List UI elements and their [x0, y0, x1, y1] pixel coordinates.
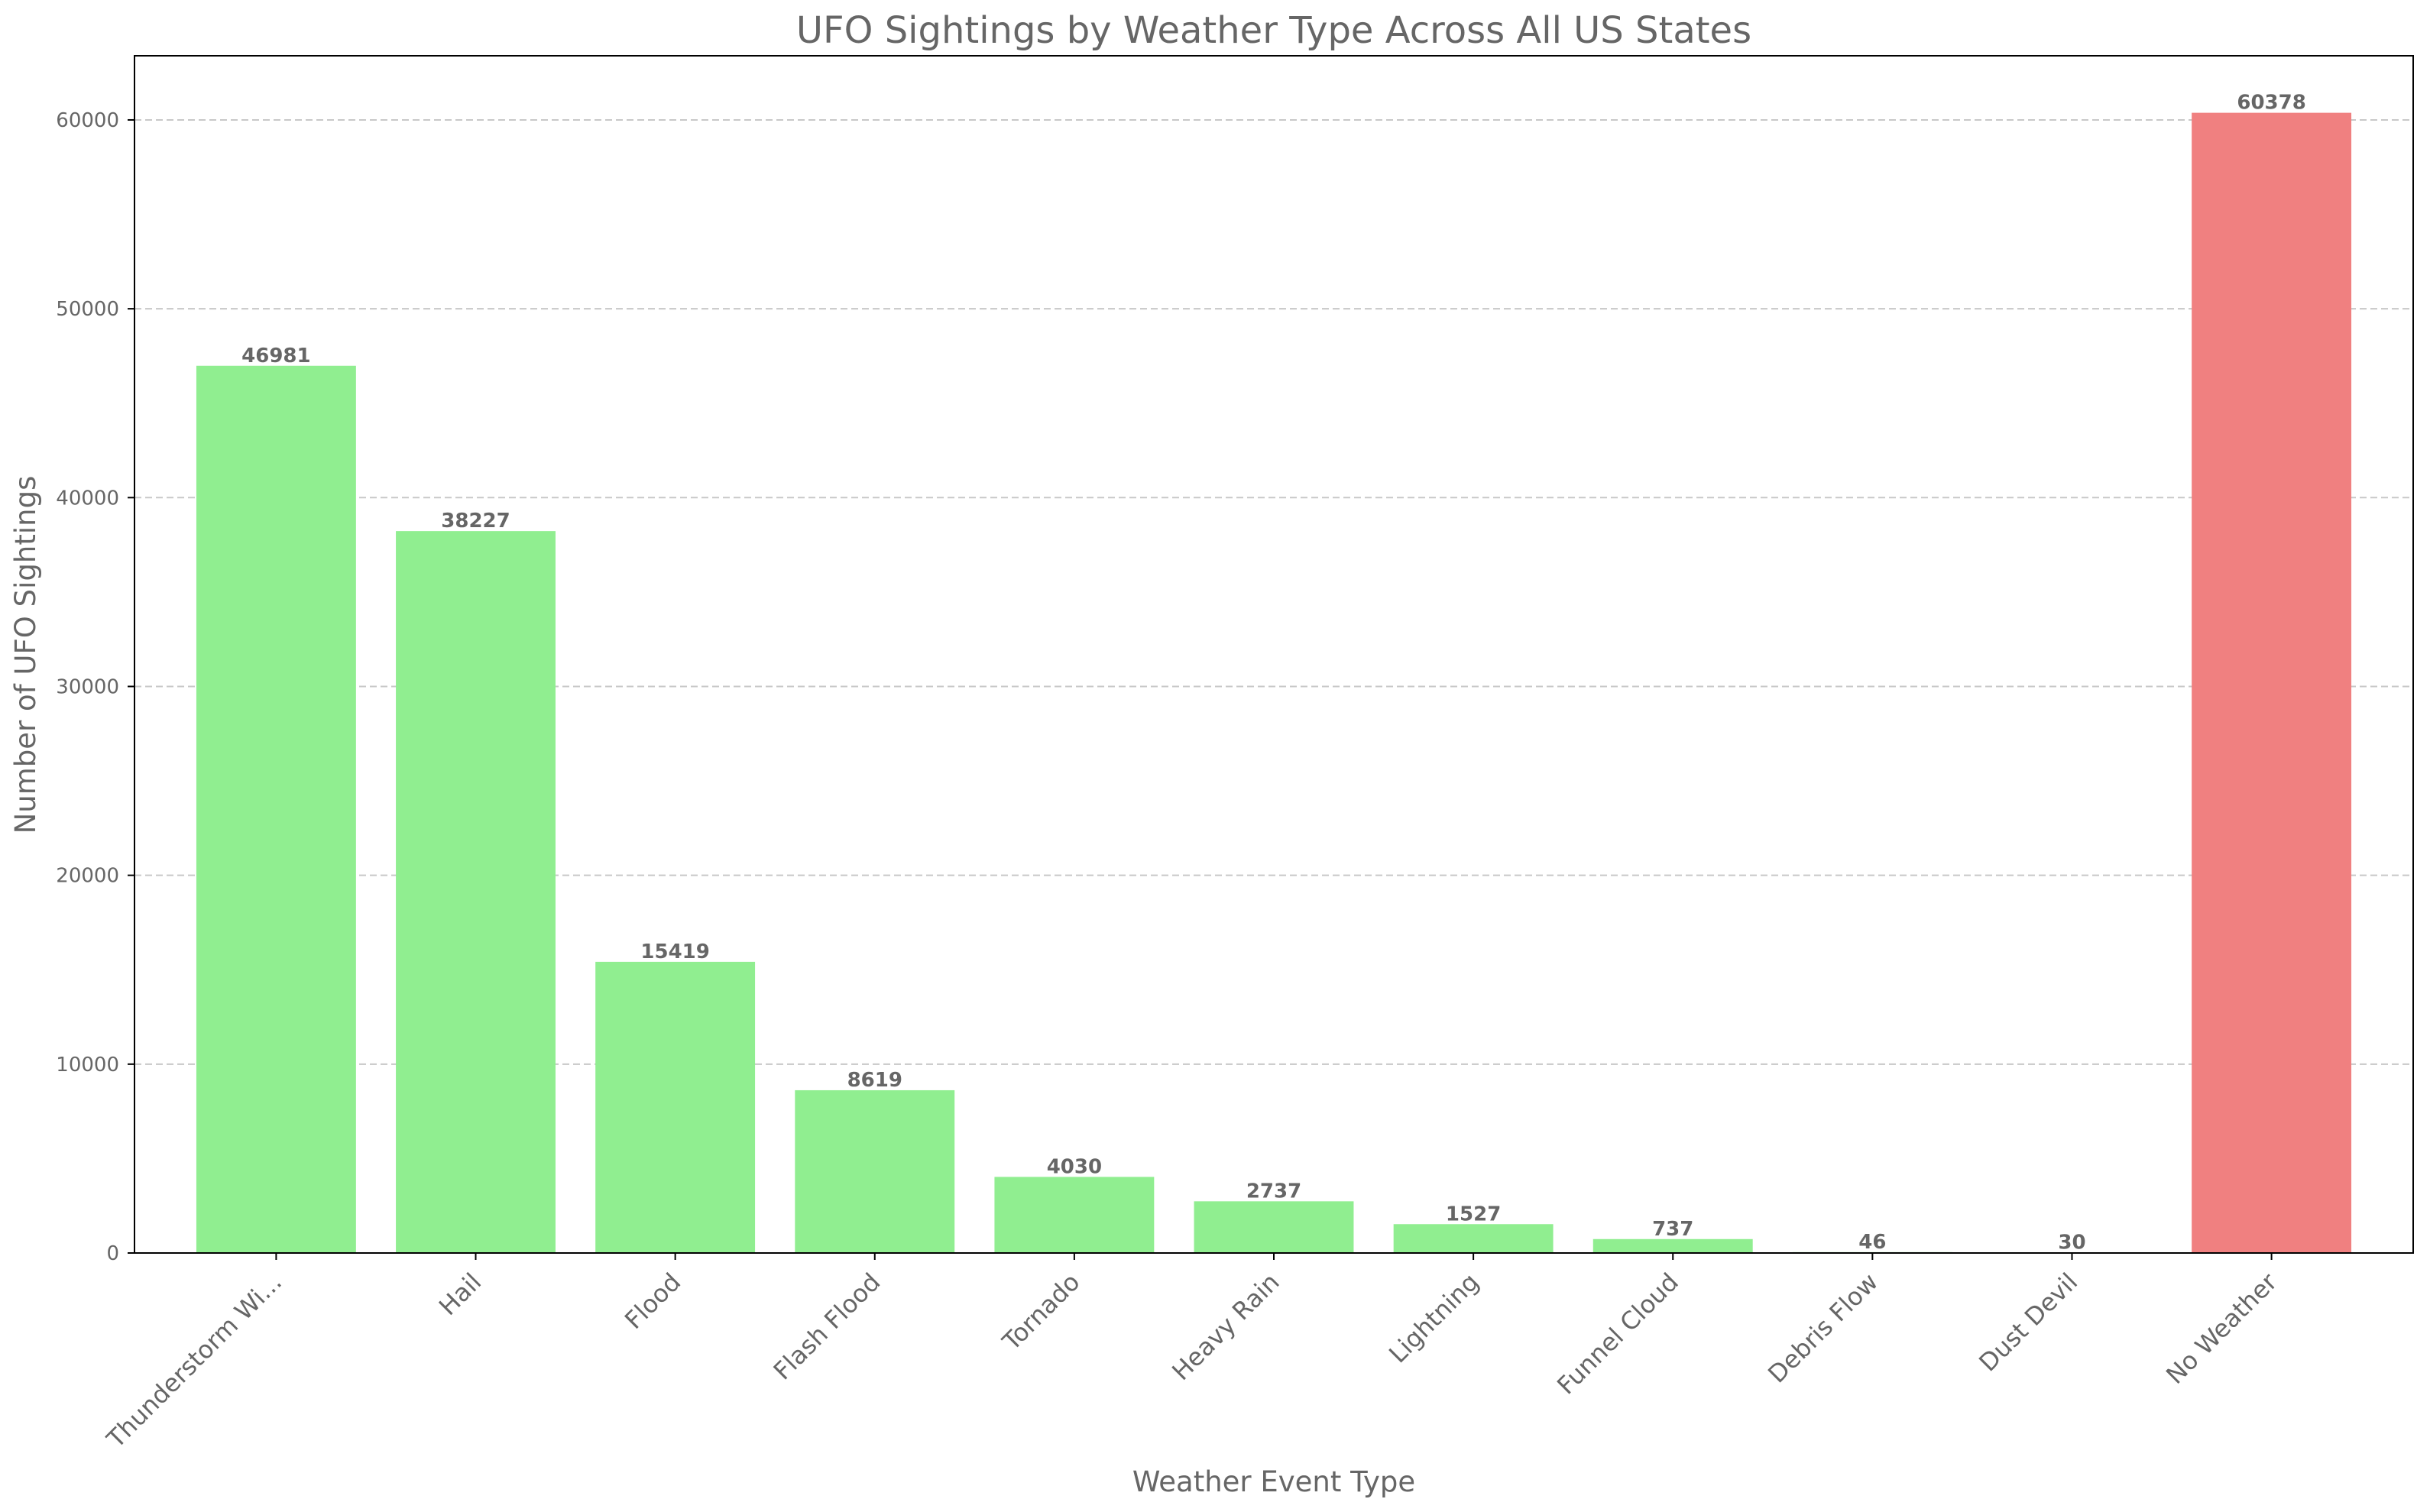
x-tick-label: No Weather	[2160, 1267, 2283, 1390]
data-label: 60378	[2237, 92, 2305, 115]
data-label: 737	[1652, 1218, 1693, 1241]
bar	[2192, 112, 2352, 1254]
bar	[1393, 1224, 1554, 1253]
data-label: 38227	[441, 510, 510, 533]
x-tick-label: Flood	[619, 1268, 686, 1335]
x-axis: Thunderstorm Wi... Hail Flood Flash Flood To…	[101, 1253, 2283, 1454]
chart-title: UFO Sightings by Weather Type Across All…	[796, 9, 1751, 52]
data-label: 4030	[1047, 1155, 1102, 1178]
x-tick-label: Funnel Cloud	[1551, 1268, 1684, 1400]
data-label: 15419	[640, 941, 709, 963]
y-tick-label: 30000	[56, 675, 119, 698]
bars	[196, 112, 2352, 1254]
data-label: 46981	[241, 345, 310, 367]
y-axis-title: Number of UFO Sightings	[9, 476, 42, 834]
bar	[396, 531, 556, 1253]
x-tick-label: Tornado	[996, 1268, 1086, 1357]
bar	[196, 365, 356, 1253]
y-tick-label: 0	[106, 1242, 119, 1265]
x-tick-label: Flash Flood	[768, 1268, 886, 1386]
bar	[795, 1089, 955, 1253]
y-tick-label: 50000	[56, 298, 119, 321]
bar	[1194, 1201, 1354, 1253]
x-tick-label: Dust Devil	[1973, 1268, 2083, 1378]
y-axis: 0 10000 20000 30000 40000 50000 60000	[56, 109, 134, 1265]
y-tick-label: 10000	[56, 1054, 119, 1077]
bar	[1592, 1238, 1753, 1253]
y-tick-label: 20000	[56, 865, 119, 888]
data-label: 8619	[847, 1069, 902, 1092]
x-tick-label: Thunderstorm Wi...	[101, 1268, 287, 1454]
x-tick-label: Heavy Rain	[1166, 1268, 1285, 1386]
x-tick-label: Lightning	[1383, 1268, 1485, 1369]
data-label: 46	[1858, 1231, 1886, 1254]
data-label: 30	[2058, 1231, 2085, 1254]
x-axis-title: Weather Event Type	[1132, 1465, 1415, 1498]
y-tick-label: 60000	[56, 109, 119, 132]
data-labels: 46981 38227 15419 8619 4030 2737 1527 737 46 30 60…	[241, 92, 2306, 1255]
bar	[994, 1177, 1155, 1253]
bar	[595, 961, 756, 1253]
y-tick-label: 40000	[56, 487, 119, 510]
data-label: 2737	[1246, 1180, 1301, 1203]
x-tick-label: Debris Flow	[1762, 1268, 1884, 1389]
data-label: 1527	[1446, 1203, 1501, 1225]
x-tick-label: Hail	[433, 1268, 487, 1321]
